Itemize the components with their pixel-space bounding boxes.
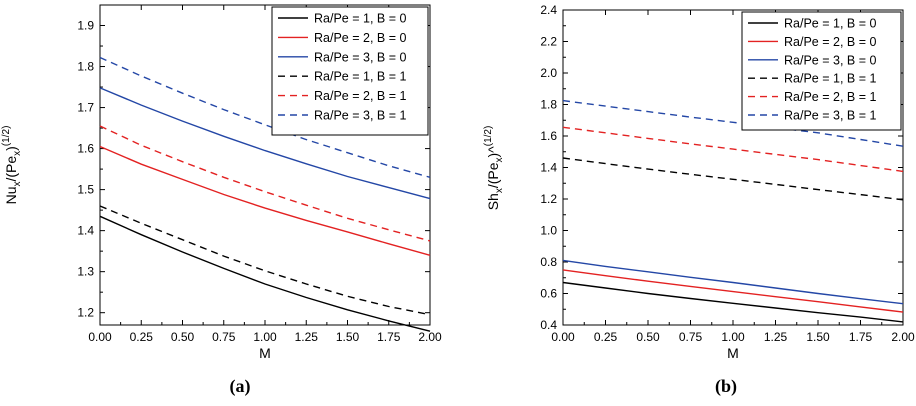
x-tick-label: 1.50: [806, 330, 830, 344]
legend-entry: Ra/Pe = 3, B = 0: [314, 50, 406, 64]
x-tick-label: 0.75: [212, 330, 236, 344]
legend-entry: Ra/Pe = 1, B = 0: [314, 12, 406, 26]
series-line-5: [99, 125, 431, 242]
x-tick-label: 1.25: [295, 330, 319, 344]
y-tick-label: 2.0: [540, 66, 557, 80]
y-tick-label: 1.6: [77, 142, 94, 156]
y-tick-label: 0.4: [540, 318, 557, 332]
legend-box: [271, 6, 429, 136]
series-line-2: [562, 269, 904, 313]
x-tick-label: 0.50: [636, 330, 660, 344]
x-tick-label: 1.00: [721, 330, 745, 344]
y-tick-label: 0.6: [540, 287, 557, 301]
y-tick-label: 1.2: [77, 306, 94, 320]
legend-entry: Ra/Pe = 3, B = 1: [784, 109, 876, 123]
legend-entry: Ra/Pe = 3, B = 0: [784, 53, 876, 67]
panel-label: (a): [230, 376, 251, 397]
y-tick-label: 2.2: [540, 35, 557, 49]
series-line-5: [562, 126, 904, 173]
x-tick-label: 1.75: [377, 330, 401, 344]
x-tick-label: 0.00: [551, 330, 575, 344]
legend-entry: Ra/Pe = 2, B = 0: [314, 31, 406, 45]
x-axis-title: M: [727, 345, 739, 361]
series-line-1: [99, 215, 431, 332]
legend: Ra/Pe = 1, B = 0 Ra/Pe = 2, B = 0 Ra/Pe = …: [741, 11, 902, 131]
legend-entry: Ra/Pe = 1, B = 1: [784, 72, 876, 86]
x-tick-label: 1.50: [336, 330, 360, 344]
x-tick-label: 2.00: [418, 330, 442, 344]
legend: Ra/Pe = 1, B = 0 Ra/Pe = 2, B = 0 Ra/Pe = …: [271, 6, 429, 136]
y-tick-label: 1.2: [540, 192, 557, 206]
legend-entry: Ra/Pe = 2, B = 0: [784, 35, 876, 49]
legend-box: [741, 11, 902, 131]
x-axis-title: M: [259, 345, 271, 361]
x-tick-label: 1.75: [849, 330, 873, 344]
y-tick-label: 1.5: [77, 183, 94, 197]
legend-entry: Ra/Pe = 1, B = 1: [314, 70, 406, 84]
y-axis-title: Shx/(Pex)^(1/2): [483, 126, 505, 211]
series-line-3: [562, 259, 904, 305]
legend-entry: Ra/Pe = 1, B = 0: [784, 17, 876, 31]
series-line-4: [562, 157, 904, 201]
x-tick-label: 0.00: [88, 330, 112, 344]
series-line-6: [99, 56, 431, 178]
y-tick-label: 1.8: [540, 98, 557, 112]
series-line-4: [99, 205, 431, 316]
y-tick-label: 1.9: [77, 19, 94, 33]
series-line-2: [99, 145, 431, 256]
chart-panel-2: 0.00 0.25 0.50 0.75 1.00 1.25 1.50 1.75 2.00 0.4 0…: [483, 3, 915, 397]
x-tick-label: 0.25: [594, 330, 618, 344]
series-line-3: [99, 87, 431, 200]
series-line-6: [562, 99, 904, 147]
legend-entry: Ra/Pe = 2, B = 1: [314, 89, 406, 103]
y-tick-label: 1.8: [77, 60, 94, 74]
chart-panel-1: 0.00 0.25 0.50 0.75 1.00 1.25 1.50 1.75 2.00 1.2 1…: [1, 4, 442, 397]
y-axis-title: Nux/(Pex)(1/2): [1, 126, 23, 205]
panel-label: (b): [715, 376, 737, 397]
x-tick-label: 0.50: [171, 330, 195, 344]
x-tick-label: 0.25: [130, 330, 154, 344]
y-tick-label: 1.0: [540, 224, 557, 238]
series-line-1: [562, 281, 904, 323]
y-tick-label: 1.7: [77, 101, 94, 115]
x-tick-label: 0.75: [679, 330, 703, 344]
y-tick-label: 2.4: [540, 3, 557, 17]
x-tick-label: 1.00: [253, 330, 277, 344]
x-tick-label: 1.25: [764, 330, 788, 344]
legend-entry: Ra/Pe = 3, B = 1: [314, 109, 406, 123]
y-tick-label: 1.6: [540, 129, 557, 143]
y-tick-label: 1.3: [77, 265, 94, 279]
y-tick-label: 0.8: [540, 255, 557, 269]
legend-entry: Ra/Pe = 2, B = 1: [784, 90, 876, 104]
x-tick-label: 2.00: [891, 330, 915, 344]
y-tick-label: 1.4: [77, 224, 94, 238]
y-tick-label: 1.4: [540, 161, 557, 175]
